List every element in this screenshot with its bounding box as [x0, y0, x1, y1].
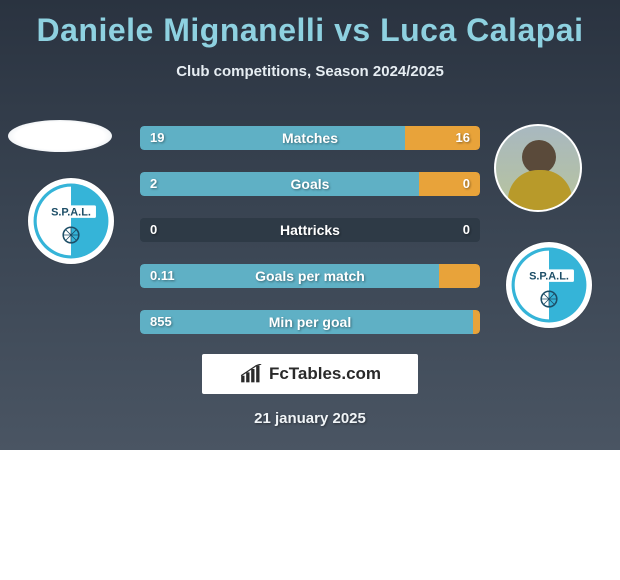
brand-text: FcTables.com	[269, 364, 381, 384]
svg-text:S.P.A.L.: S.P.A.L.	[529, 271, 569, 283]
spal-logo-icon: S.P.A.L.	[32, 182, 110, 260]
player1-club-logo: S.P.A.L.	[28, 178, 114, 264]
stat-label: Min per goal	[140, 310, 480, 334]
stats-area: 19 Matches 16 2 Goals 0 0 Hattricks 0 0.…	[140, 126, 480, 356]
date-line: 21 january 2025	[0, 410, 620, 427]
stat-label: Hattricks	[140, 218, 480, 242]
stat-row: 19 Matches 16	[140, 126, 480, 150]
svg-text:S.P.A.L.: S.P.A.L.	[51, 207, 91, 219]
comparison-hero: Daniele Mignanelli vs Luca Calapai Club …	[0, 0, 620, 450]
page-title: Daniele Mignanelli vs Luca Calapai	[0, 0, 620, 49]
player1-avatar-placeholder	[8, 120, 112, 152]
stat-label: Matches	[140, 126, 480, 150]
brand-box: FcTables.com	[202, 354, 418, 394]
stat-row: 0.11 Goals per match	[140, 264, 480, 288]
bars-icon	[239, 364, 265, 384]
stat-label: Goals per match	[140, 264, 480, 288]
stat-val-right: 16	[456, 126, 470, 150]
stat-val-right: 0	[463, 172, 470, 196]
spal-logo-icon: S.P.A.L.	[510, 246, 588, 324]
stat-label: Goals	[140, 172, 480, 196]
stat-val-right: 0	[463, 218, 470, 242]
stat-row: 855 Min per goal	[140, 310, 480, 334]
player2-avatar	[494, 124, 582, 212]
subtitle: Club competitions, Season 2024/2025	[0, 63, 620, 80]
stat-row: 2 Goals 0	[140, 172, 480, 196]
player2-club-logo: S.P.A.L.	[506, 242, 592, 328]
stat-row: 0 Hattricks 0	[140, 218, 480, 242]
